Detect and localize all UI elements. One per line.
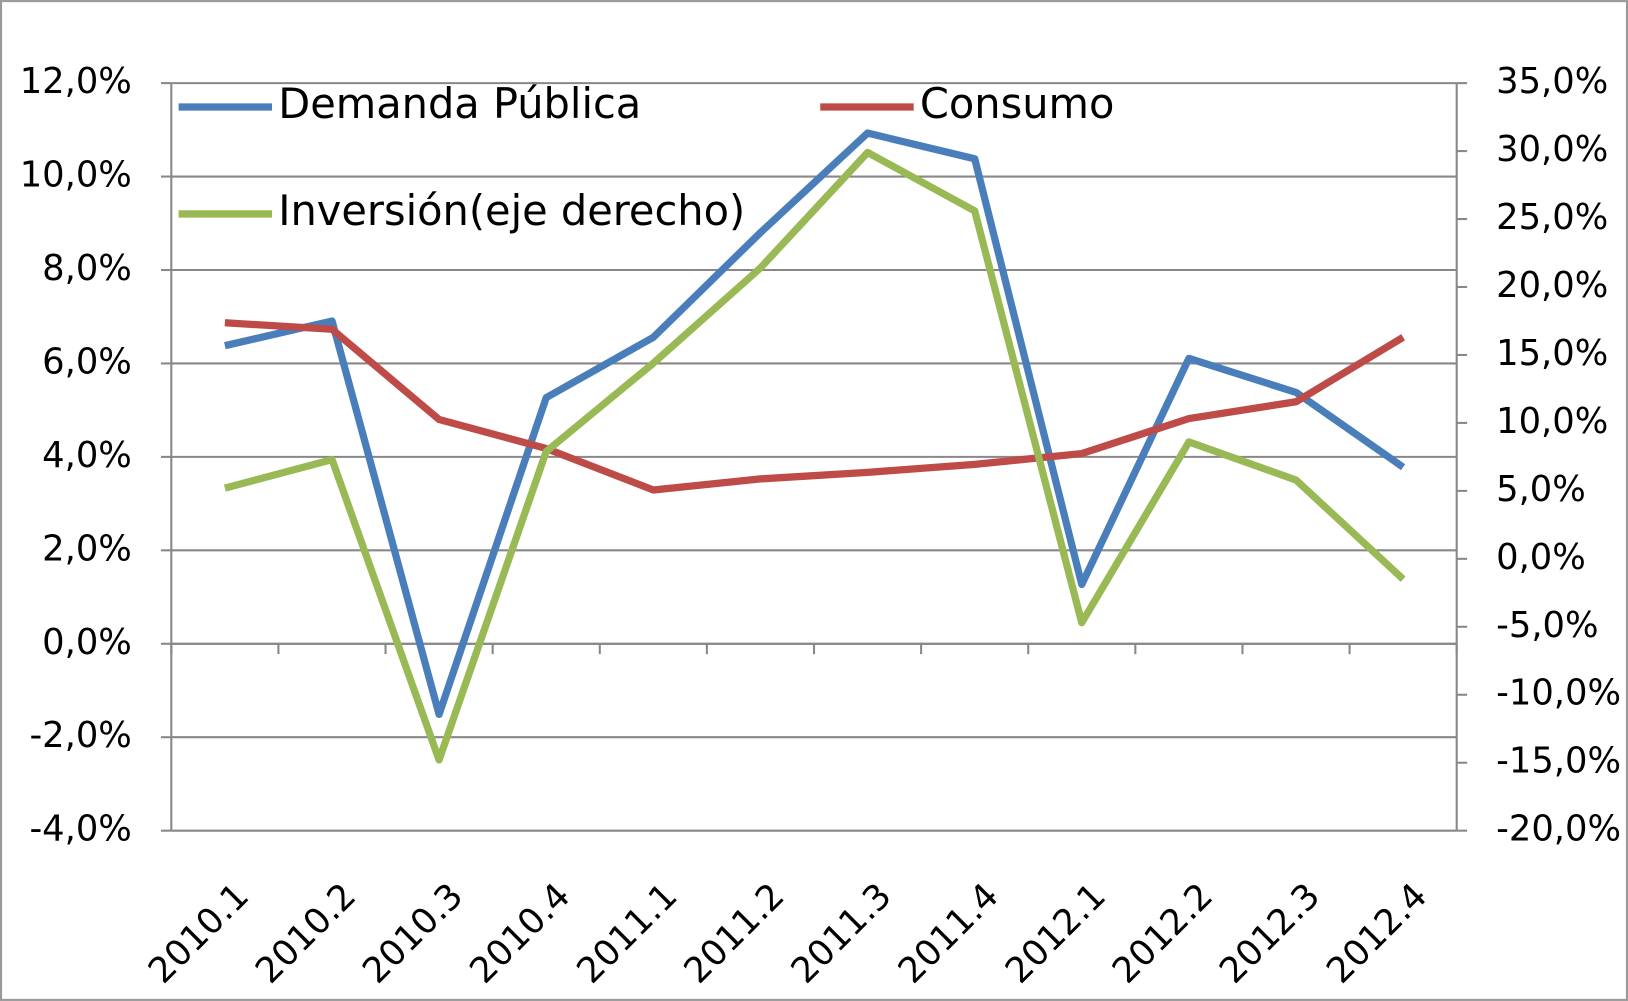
y2-tick-label: -10,0%: [1496, 673, 1621, 714]
y-tick-label: 0,0%: [42, 622, 132, 663]
y-tick-label: 12,0%: [20, 61, 132, 102]
y-tick-label: -4,0%: [29, 809, 131, 850]
series-line: [223, 148, 1406, 764]
y2-tick-label: -20,0%: [1496, 809, 1621, 850]
legend-label: Demanda Pública: [278, 79, 641, 128]
series-line: [224, 129, 1406, 719]
y2-tick-label: 5,0%: [1496, 469, 1586, 510]
y2-tick-label: -5,0%: [1496, 605, 1598, 646]
legend-label: Inversión(eje derecho): [278, 186, 745, 235]
y2-tick-label: 15,0%: [1496, 333, 1608, 374]
y2-tick-label: 30,0%: [1496, 129, 1608, 170]
y-tick-label: 4,0%: [42, 435, 132, 476]
y2-tick-label: 10,0%: [1496, 401, 1608, 442]
y-tick-label: 2,0%: [42, 528, 132, 569]
legend-label: Consumo: [920, 79, 1114, 128]
y-tick-label: 10,0%: [20, 155, 132, 196]
y2-tick-label: 25,0%: [1496, 197, 1608, 238]
y2-tick-label: -15,0%: [1496, 741, 1621, 782]
y-tick-label: 8,0%: [42, 248, 132, 289]
y-tick-label: -2,0%: [29, 715, 131, 756]
y2-tick-label: 35,0%: [1496, 61, 1608, 102]
y-tick-label: 6,0%: [42, 341, 132, 382]
y2-tick-label: 0,0%: [1496, 537, 1586, 578]
series-line: [224, 319, 1405, 494]
y2-tick-label: 20,0%: [1496, 265, 1608, 306]
